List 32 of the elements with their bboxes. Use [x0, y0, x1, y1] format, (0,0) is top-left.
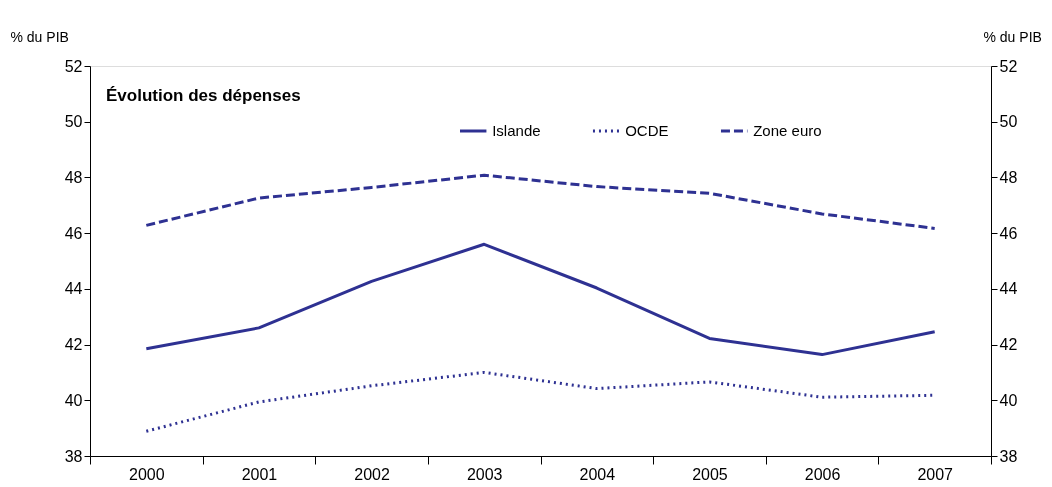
legend-label: OCDE: [625, 122, 669, 139]
y-tick-label: 40: [64, 391, 83, 409]
y2-tick-label: 52: [999, 57, 1018, 75]
y-tick-label: 38: [64, 447, 83, 465]
legend-label: Islande: [492, 122, 541, 139]
x-tick-label: 2000: [129, 465, 165, 483]
y-tick-label: 50: [64, 113, 83, 131]
x-tick-label: 2006: [804, 465, 841, 483]
legend-label: Zone euro: [753, 122, 822, 139]
x-tick-label: 2001: [241, 465, 278, 483]
y-tick-label: 48: [64, 168, 83, 186]
y-tick-label: 44: [64, 280, 83, 298]
x-tick-label: 2007: [917, 465, 954, 483]
y2-tick-label: 44: [999, 280, 1018, 298]
y2-tick-label: 42: [999, 336, 1018, 354]
y2-tick-label: 50: [999, 113, 1018, 131]
y2-tick-label: 40: [999, 391, 1018, 409]
y2-tick-label: 46: [999, 224, 1018, 242]
x-tick-label: 2004: [579, 465, 616, 483]
x-tick-label: 2005: [692, 465, 728, 483]
line-series: [144, 173, 937, 230]
line-series: [144, 242, 937, 357]
y2-tick-label: 38: [999, 447, 1018, 465]
x-tick-label: 2002: [354, 465, 390, 483]
y-tick-label: 46: [64, 224, 83, 242]
y2-axis-title: % du PIB: [983, 28, 1042, 45]
x-tick-label: 2003: [466, 465, 503, 483]
y-tick-label: 42: [64, 336, 83, 354]
text: Évolution des dépenses: [106, 86, 301, 105]
y-tick-label: 52: [64, 57, 83, 75]
y2-tick-label: 48: [999, 168, 1018, 186]
y-axis-title: % du PIB: [10, 28, 69, 45]
